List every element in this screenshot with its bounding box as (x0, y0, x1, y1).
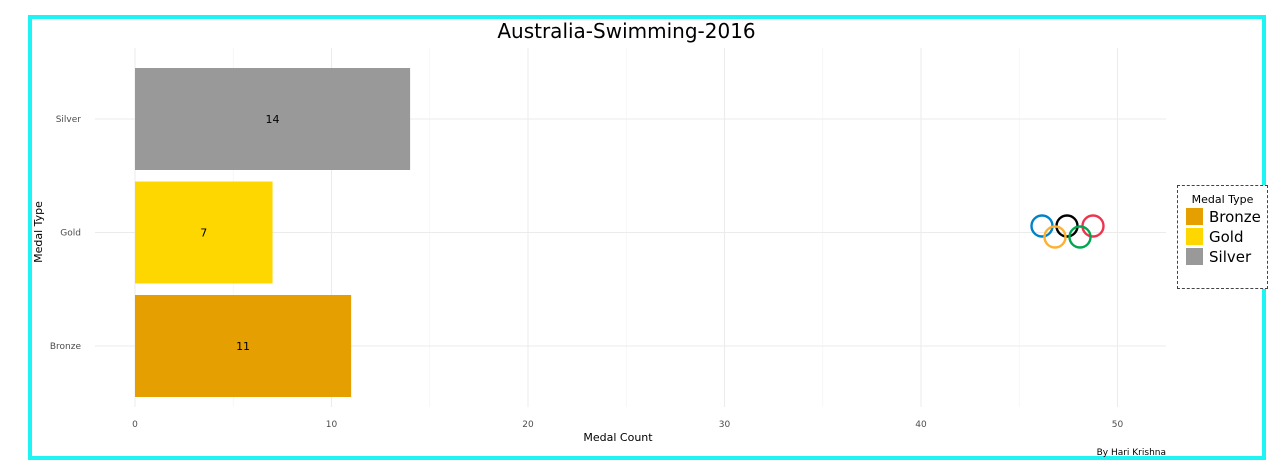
bar-silver (135, 68, 411, 170)
bars: 11 7 14 (135, 68, 411, 397)
x-tick-label: 20 (522, 420, 534, 430)
x-tick-label: 0 (132, 420, 138, 430)
x-tick-label: 10 (326, 420, 338, 430)
x-axis-title: Medal Count (583, 431, 653, 444)
y-axis-title: Medal Type (32, 201, 45, 263)
legend-item-bronze: Bronze (1186, 207, 1267, 226)
bar-bronze (135, 295, 352, 397)
olympic-rings-icon (1030, 214, 1105, 249)
legend-item-silver: Silver (1186, 247, 1267, 266)
legend-item-gold: Gold (1186, 227, 1267, 246)
x-tick-label: 50 (1112, 420, 1124, 430)
legend-label: Silver (1209, 247, 1252, 266)
legend-label: Bronze (1209, 207, 1261, 226)
y-tick-label: Silver (56, 115, 82, 125)
legend-swatch-gold (1186, 228, 1203, 245)
bar-value-label: 14 (266, 113, 280, 126)
y-tick-label: Gold (60, 229, 81, 239)
legend-swatch-silver (1186, 248, 1203, 265)
legend-title: Medal Type (1191, 193, 1254, 206)
legend-swatch-bronze (1186, 208, 1203, 225)
legend-label: Gold (1209, 227, 1244, 246)
legend: Medal Type Bronze Gold Silver (1177, 185, 1268, 289)
tick-labels: Bronze Gold Silver 0 10 20 30 40 50 (50, 115, 1124, 430)
bar-value-label: 7 (200, 227, 207, 240)
chart-title: Australia-Swimming-2016 (497, 19, 756, 43)
credit-caption: By Hari Krishna (1096, 448, 1166, 458)
x-tick-label: 30 (719, 420, 731, 430)
bar-value-label: 11 (236, 340, 250, 353)
y-tick-label: Bronze (50, 342, 82, 352)
bar-gold (135, 181, 273, 284)
x-tick-label: 40 (915, 420, 927, 430)
